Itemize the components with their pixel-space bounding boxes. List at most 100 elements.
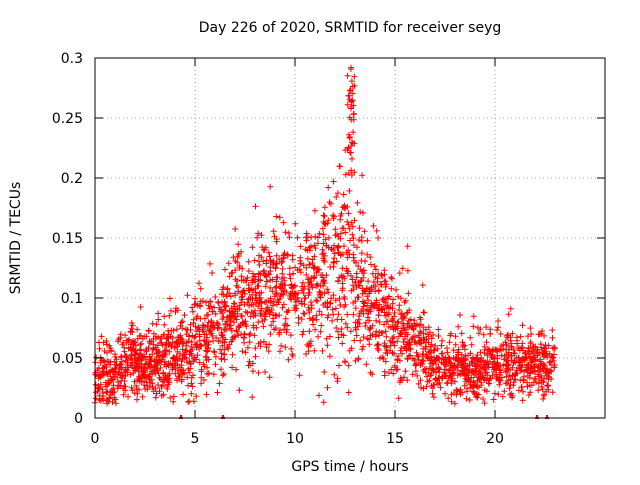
data-point (527, 340, 534, 347)
data-point (487, 330, 494, 337)
data-point (404, 331, 411, 338)
data-point (146, 328, 152, 334)
data-point (366, 317, 373, 324)
data-point (523, 354, 530, 361)
data-point (294, 234, 301, 241)
data-point (379, 329, 386, 336)
data-point (174, 340, 181, 347)
data-point (301, 311, 308, 317)
data-point (324, 384, 331, 391)
data-point (352, 279, 359, 286)
data-point (449, 375, 456, 382)
data-point (548, 362, 555, 368)
data-point (320, 240, 327, 247)
data-point (179, 356, 186, 363)
data-point (322, 236, 329, 243)
data-point (520, 373, 527, 380)
data-point (261, 316, 268, 323)
data-point (205, 370, 212, 377)
data-point (297, 243, 304, 250)
data-point (221, 351, 227, 358)
data-point (526, 348, 533, 355)
data-point (543, 368, 550, 375)
data-point (493, 367, 500, 374)
data-point (397, 347, 404, 354)
data-point (241, 301, 248, 308)
data-point (280, 301, 287, 308)
data-point (383, 318, 390, 325)
data-point (128, 384, 135, 391)
data-point (303, 271, 310, 278)
data-point (136, 386, 142, 393)
data-point (353, 332, 360, 339)
data-point (345, 362, 352, 369)
data-point (134, 396, 140, 403)
data-point (292, 264, 299, 271)
data-point (514, 337, 521, 344)
data-point (348, 64, 354, 71)
data-point (280, 219, 287, 226)
data-point (539, 328, 546, 334)
data-point (320, 255, 327, 262)
data-point (494, 360, 501, 367)
data-point (177, 322, 184, 329)
data-point (340, 225, 347, 232)
data-point (107, 345, 114, 352)
data-point (527, 389, 534, 396)
data-point (335, 334, 342, 341)
data-point (513, 370, 519, 377)
data-point (312, 233, 319, 240)
data-point (226, 341, 233, 348)
data-point (234, 259, 241, 266)
data-point (334, 190, 341, 197)
data-point (174, 348, 181, 355)
y-tick-label: 0.05 (52, 351, 83, 367)
data-point (235, 241, 242, 248)
data-point (187, 360, 194, 367)
data-point (127, 329, 134, 336)
data-point (263, 341, 270, 348)
data-point (223, 293, 230, 300)
data-point (158, 392, 165, 399)
data-point (272, 265, 279, 272)
data-point (232, 290, 239, 297)
data-point (361, 228, 368, 235)
data-point (368, 261, 374, 268)
data-point (395, 353, 402, 359)
data-point (435, 326, 442, 333)
data-point (222, 266, 228, 273)
data-point (391, 362, 398, 369)
data-point (140, 364, 147, 371)
data-point (312, 326, 319, 333)
data-point (161, 361, 168, 368)
data-point (141, 379, 147, 386)
data-point (248, 301, 255, 308)
data-point (156, 374, 163, 381)
data-point (267, 268, 274, 275)
data-point (182, 349, 189, 356)
data-point (364, 251, 371, 258)
data-point (455, 346, 462, 353)
data-point (133, 382, 140, 389)
data-point (443, 380, 450, 387)
data-point (381, 298, 388, 305)
data-point (290, 270, 297, 277)
data-point (212, 361, 219, 368)
data-point (153, 356, 160, 363)
data-point (369, 332, 376, 338)
data-point (462, 372, 468, 379)
data-point (525, 392, 532, 398)
data-point (177, 332, 184, 339)
data-point (176, 355, 183, 362)
data-point (415, 356, 422, 363)
data-point (347, 237, 353, 244)
data-point (350, 311, 357, 318)
data-point (324, 220, 331, 227)
data-point (117, 334, 124, 341)
data-point (355, 316, 362, 323)
data-point (311, 347, 318, 354)
data-point (262, 272, 269, 279)
data-point (372, 331, 379, 338)
data-point (487, 350, 494, 357)
data-point (226, 308, 233, 315)
